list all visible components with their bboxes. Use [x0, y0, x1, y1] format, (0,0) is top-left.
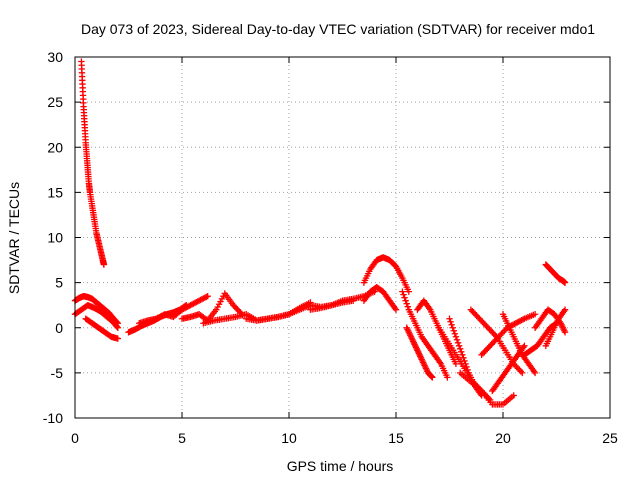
y-tick-label: 30	[47, 49, 63, 65]
x-tick-label: 10	[281, 430, 297, 446]
grid-lines	[75, 57, 610, 418]
y-tick-label: 25	[47, 94, 63, 110]
data-points	[71, 58, 569, 408]
y-tick-labels: -10 -5 0 5 10 15 20 25 30	[43, 49, 63, 426]
data-point	[519, 369, 526, 377]
data-point	[561, 329, 569, 336]
data-point	[400, 291, 407, 298]
data-point	[448, 321, 455, 328]
data-point	[113, 323, 121, 331]
y-tick-label: -10	[43, 410, 63, 426]
data-point	[460, 354, 467, 362]
y-tick-label: 15	[47, 184, 63, 200]
data-point	[428, 373, 435, 380]
x-tick-label: 15	[388, 430, 404, 446]
data-point	[455, 342, 463, 349]
data-point	[204, 292, 211, 300]
data-point	[452, 360, 460, 368]
data-point	[392, 306, 400, 313]
x-tick-labels: 0 5 10 15 20 25	[71, 430, 618, 446]
x-tick-label: 5	[178, 430, 186, 446]
data-point	[100, 261, 108, 268]
data-point	[453, 336, 461, 343]
data-point	[510, 392, 517, 399]
data-point	[429, 374, 436, 381]
data-point	[114, 335, 121, 342]
data-point	[401, 294, 408, 301]
data-point	[452, 333, 460, 340]
data-point	[446, 315, 453, 322]
data-point	[459, 351, 466, 359]
x-tick-label: 25	[602, 430, 618, 446]
data-point	[203, 293, 210, 301]
data-point	[454, 339, 462, 346]
axis-ticks	[74, 56, 611, 419]
data-point	[402, 297, 409, 304]
data-point	[405, 288, 413, 295]
chart-title: Day 073 of 2023, Sidereal Day-to-day VTE…	[81, 21, 595, 37]
x-axis-label: GPS time / hours	[287, 458, 394, 474]
x-tick-label: 20	[495, 430, 511, 446]
data-point	[444, 374, 451, 381]
data-point	[403, 300, 410, 307]
data-point	[447, 318, 454, 325]
data-point	[462, 360, 469, 368]
data-point	[521, 342, 528, 349]
data-point	[457, 345, 464, 353]
data-point	[450, 327, 457, 334]
y-tick-label: 0	[55, 320, 63, 336]
data-point	[399, 288, 406, 295]
data-point	[561, 279, 569, 286]
data-point	[561, 306, 569, 313]
y-tick-label: 5	[55, 275, 63, 291]
y-tick-label: 10	[47, 230, 63, 246]
data-point	[451, 330, 459, 337]
data-point	[531, 311, 539, 318]
data-point	[458, 348, 465, 356]
data-point	[463, 363, 470, 371]
data-point	[404, 303, 411, 310]
y-axis-label: SDTVAR / TECUs	[6, 182, 22, 294]
y-tick-label: 20	[47, 139, 63, 155]
data-point	[531, 369, 539, 377]
data-point	[114, 324, 121, 331]
y-tick-label: -5	[51, 365, 64, 381]
data-point	[464, 366, 471, 374]
data-point	[461, 357, 468, 365]
data-point	[519, 316, 527, 323]
data-point	[449, 324, 456, 331]
x-tick-label: 0	[71, 430, 79, 446]
